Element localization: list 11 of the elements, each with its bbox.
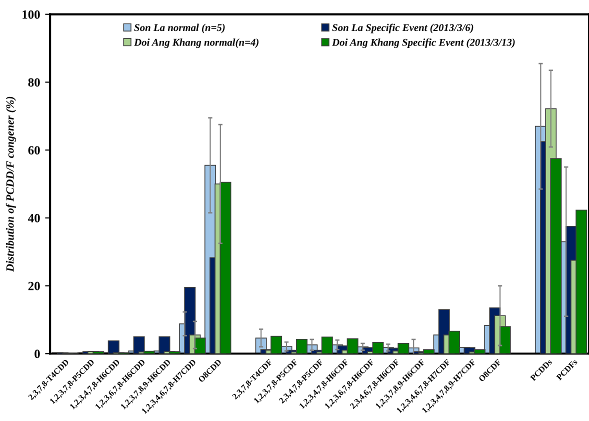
- y-tick-label: 80: [28, 78, 40, 87]
- y-tick-label: 100: [22, 10, 40, 19]
- legend-label: Doi Ang Khang normal(n=4): [134, 38, 258, 48]
- y-tick-label: 40: [28, 214, 40, 222]
- y-tick-label: 20: [28, 282, 40, 290]
- y-axis-title: Distribution of PCDD/F congener (%): [6, 96, 16, 272]
- y-tick-label: 60: [28, 146, 40, 155]
- legend-label: Son La Specific Event (2013/3/6): [332, 24, 474, 34]
- legend-label: Son La normal (n=5): [134, 24, 225, 34]
- y-tick-label: 0: [34, 350, 40, 358]
- legend-label: Doi Ang Khang Specific Event (2013/3/13): [332, 38, 515, 48]
